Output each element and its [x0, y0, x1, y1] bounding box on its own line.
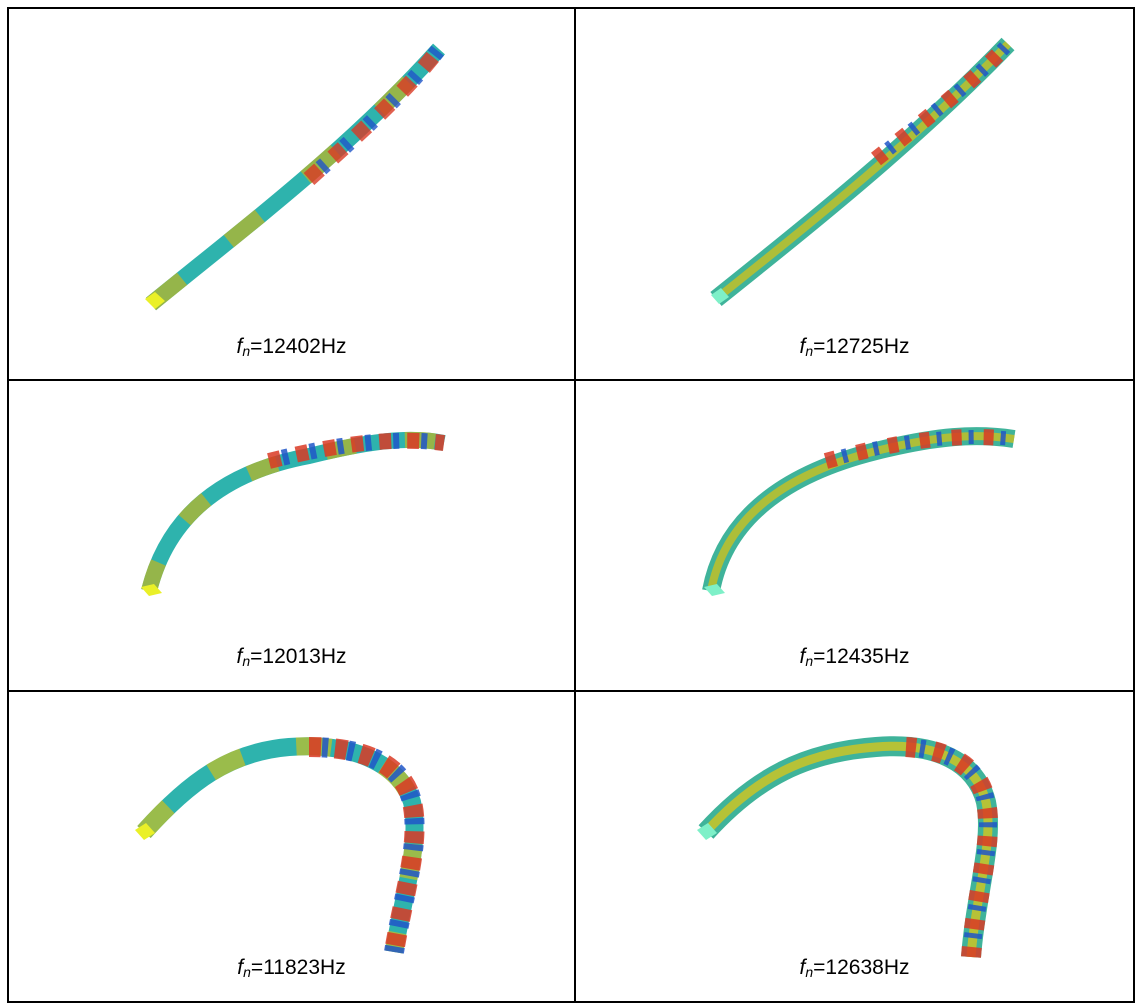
mode-cell-3: fn=12013Hz — [7, 381, 576, 692]
mode-shape-table: fn=12402Hz fn=12725Hz fn=12013Hz — [7, 7, 1135, 1003]
frequency-caption-5: fn=11823Hz — [237, 956, 346, 980]
mode-cell-5: fn=11823Hz — [7, 692, 576, 1003]
mode-shape-image-3 — [141, 431, 446, 596]
mode-shape-image-6 — [697, 736, 998, 958]
mode-shape-image-2 — [710, 37, 1015, 307]
mode-cell-1: fn=12402Hz — [7, 7, 576, 381]
mode-cell-2: fn=12725Hz — [576, 7, 1135, 381]
mode-cell-4: fn=12435Hz — [576, 381, 1135, 692]
mode-shape-image-4 — [702, 427, 1016, 596]
frequency-caption-3: fn=12013Hz — [236, 645, 347, 669]
frequency-caption-4: fn=12435Hz — [799, 645, 910, 669]
mode-shape-image-5 — [135, 737, 425, 954]
frequency-caption-1: fn=12402Hz — [236, 335, 347, 359]
frequency-caption-2: fn=12725Hz — [799, 335, 910, 359]
frequency-caption-6: fn=12638Hz — [799, 956, 910, 980]
mode-cell-6: fn=12638Hz — [576, 692, 1135, 1003]
mode-shape-image-1 — [145, 43, 446, 311]
